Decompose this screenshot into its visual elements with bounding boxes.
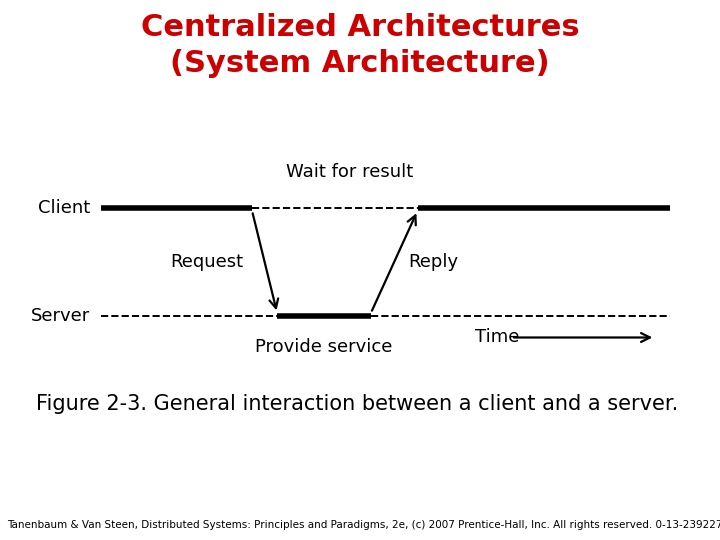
Text: Figure 2-3. General interaction between a client and a server.: Figure 2-3. General interaction between … [36,394,678,414]
Text: Server: Server [31,307,90,325]
Text: Time: Time [475,328,520,347]
Text: Wait for result: Wait for result [286,163,413,181]
Text: Reply: Reply [409,253,459,271]
Text: Request: Request [170,253,243,271]
Text: Client: Client [37,199,90,217]
Text: Provide service: Provide service [256,338,392,355]
Text: Centralized Architectures
(System Architecture): Centralized Architectures (System Archit… [140,14,580,78]
Text: Tanenbaum & Van Steen, Distributed Systems: Principles and Paradigms, 2e, (c) 20: Tanenbaum & Van Steen, Distributed Syste… [7,520,720,530]
